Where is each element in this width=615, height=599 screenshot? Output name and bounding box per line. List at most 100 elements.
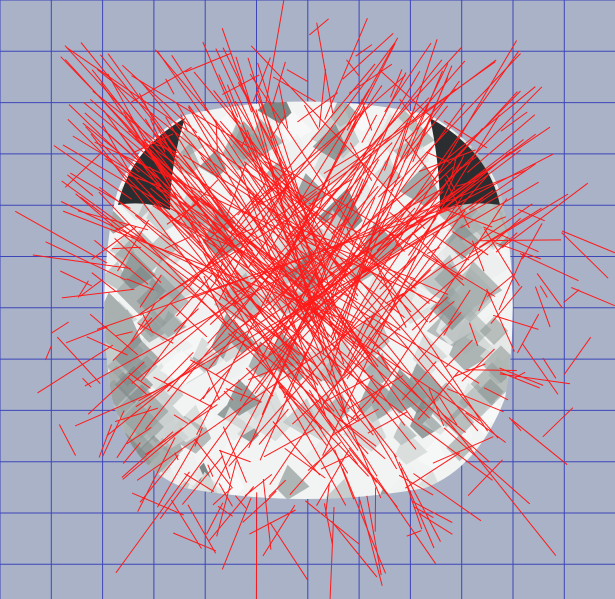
- ray-line: [440, 207, 493, 228]
- ray-line: [354, 179, 368, 205]
- ray-line: [272, 421, 321, 476]
- ray-line: [279, 181, 290, 204]
- ray-line: [44, 345, 52, 361]
- ray-line: [245, 367, 274, 397]
- ray-line: [219, 449, 231, 479]
- ray-line: [426, 247, 440, 255]
- ray-line: [68, 104, 140, 173]
- ray-line: [247, 209, 288, 269]
- ray-line: [62, 210, 354, 324]
- ray-line: [113, 223, 131, 232]
- ray-line: [495, 232, 518, 253]
- ray-line: [61, 180, 315, 365]
- ray-line: [498, 252, 525, 311]
- ray-line: [188, 63, 376, 288]
- ray-line: [508, 417, 522, 432]
- ray-line: [417, 311, 462, 362]
- ray-line: [453, 91, 518, 161]
- ray-line: [259, 190, 285, 206]
- ray-line: [499, 373, 571, 385]
- ray-line: [539, 285, 548, 298]
- ray-line: [286, 69, 309, 83]
- ray-line: [107, 53, 231, 225]
- ray-line: [144, 139, 178, 154]
- ray-line: [391, 233, 405, 252]
- ray-line: [91, 226, 137, 260]
- ray-line: [37, 344, 114, 394]
- ray-line: [379, 69, 434, 119]
- ray-line: [227, 333, 268, 360]
- gem-facet: [375, 488, 399, 499]
- ray-line: [243, 161, 430, 304]
- ray-line: [121, 431, 174, 478]
- ray-line: [469, 163, 536, 211]
- ray-line: [322, 375, 374, 404]
- gem-facet: [434, 263, 466, 295]
- ray-line: [264, 88, 370, 260]
- ray-line: [94, 141, 438, 304]
- ray-line: [89, 313, 139, 356]
- ray-line: [447, 289, 471, 325]
- ray-line: [170, 303, 208, 338]
- ray-line: [294, 59, 497, 212]
- ray-line: [161, 135, 173, 154]
- ray-line: [297, 92, 338, 123]
- ray-line: [271, 174, 310, 202]
- ray-line: [234, 271, 277, 310]
- ray-line: [377, 352, 425, 404]
- ray-line: [268, 159, 380, 356]
- ray-line: [239, 228, 254, 235]
- ray-line: [193, 71, 305, 205]
- ray-line: [261, 172, 293, 232]
- ray-line: [285, 47, 462, 240]
- ray-line: [127, 174, 162, 188]
- ray-line: [542, 357, 557, 379]
- ray-line: [346, 37, 399, 131]
- gem-facet: [183, 394, 216, 429]
- ray-line: [501, 182, 589, 249]
- ray-line: [371, 198, 508, 404]
- ray-line: [405, 452, 460, 489]
- ray-line: [349, 142, 373, 182]
- ray-line: [467, 174, 489, 199]
- ray-line: [422, 254, 464, 281]
- ray-line: [542, 407, 574, 438]
- ray-line: [258, 408, 289, 445]
- ray-line: [250, 45, 426, 230]
- ray-line: [411, 296, 448, 331]
- ray-line: [94, 239, 149, 285]
- ray-line: [252, 57, 271, 102]
- ray-line: [176, 179, 219, 223]
- ray-line: [100, 82, 359, 451]
- ray-line: [278, 340, 288, 353]
- ray-line: [454, 149, 522, 200]
- ray-line: [265, 119, 357, 304]
- ray-line: [135, 214, 300, 356]
- ray-line: [173, 308, 199, 332]
- ray-line: [115, 471, 190, 574]
- gem-facet: [114, 365, 153, 404]
- gem-facet: [342, 405, 387, 452]
- ray-line: [206, 209, 242, 242]
- ray-line: [343, 313, 375, 374]
- ray-line: [82, 377, 92, 388]
- ray-line: [342, 468, 387, 574]
- ray-line: [210, 107, 416, 494]
- ray-line: [51, 321, 69, 334]
- ray-line: [160, 168, 431, 419]
- ray-line: [390, 53, 521, 192]
- ray-line: [258, 169, 416, 289]
- ray-line: [58, 424, 77, 456]
- ray-line: [205, 367, 220, 400]
- ray-line: [92, 90, 179, 159]
- ray-line: [466, 114, 536, 173]
- ray-line: [269, 522, 308, 581]
- ray-line: [207, 464, 214, 477]
- gem-facet: [360, 269, 409, 321]
- ray-line: [348, 447, 378, 483]
- ray-line: [385, 292, 405, 304]
- gem-facet: [470, 362, 513, 406]
- ray-line: [153, 376, 213, 408]
